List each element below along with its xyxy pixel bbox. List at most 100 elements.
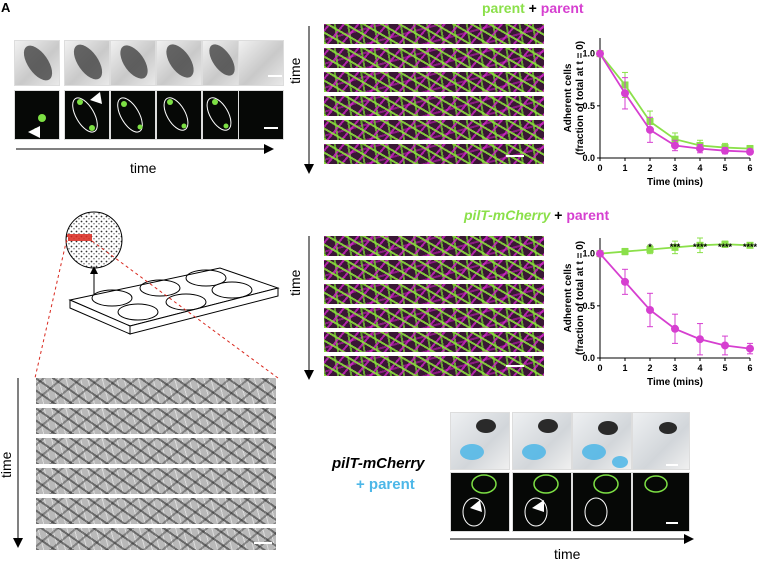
y-axis-label: Adherent cells <box>563 63 574 132</box>
fluorescence-tile-1 <box>14 90 60 140</box>
bottom-time-arrow <box>450 534 694 544</box>
top-strip-1 <box>324 24 544 44</box>
fluorescence-tile-4 <box>156 90 202 140</box>
mid-strip-3 <box>324 284 544 304</box>
well-plate-schematic <box>34 211 280 379</box>
top-scale-bar <box>506 155 524 157</box>
phase-strip-4 <box>36 468 276 494</box>
data-point <box>746 147 754 156</box>
data-point <box>646 245 654 253</box>
data-point <box>596 249 604 258</box>
significance-label: **** <box>718 242 733 252</box>
mid-strip-5 <box>324 332 544 352</box>
top-strip-3 <box>324 72 544 92</box>
data-point <box>621 248 629 256</box>
x-tick-label: 3 <box>672 163 677 173</box>
fluorescence-tile-6 <box>238 90 284 140</box>
y-tick-label: 1.0 <box>582 49 595 59</box>
data-point <box>621 89 629 98</box>
data-point <box>721 240 729 248</box>
significance-label: *** <box>670 242 681 252</box>
phase-strip-3 <box>36 438 276 464</box>
significance-label: * <box>648 242 652 252</box>
top-strip-5 <box>324 120 544 140</box>
phase-scale-bar <box>254 542 272 544</box>
phase-strip-6 <box>36 528 276 550</box>
x-tick-label: 6 <box>747 163 752 173</box>
top-adhesion-chart: 0.0 0.5 1.0 0 1 2 3 4 5 6 Time (mins) Adherent cell… <box>563 38 754 188</box>
data-point <box>646 306 654 314</box>
x-tick-label: 4 <box>697 163 702 173</box>
x-tick-label: 1 <box>622 163 627 173</box>
y-axis-label-sub: (fraction of total at t = 0) <box>575 241 586 355</box>
mid-strip-2 <box>324 260 544 280</box>
top-strip-time-label: time <box>287 57 303 84</box>
data-point <box>696 241 704 249</box>
data-point <box>646 125 654 134</box>
bottom-fluorescence-tile-4 <box>632 472 690 532</box>
x-tick-label: 5 <box>722 163 727 173</box>
panel-a-cell-overlay <box>23 44 282 138</box>
fluorescence-tile-3 <box>110 90 156 140</box>
data-point <box>696 144 704 153</box>
y-tick-label: 0.5 <box>582 301 595 311</box>
mid-title-a: pilT-mCherry <box>464 207 551 223</box>
mid-strip-6 <box>324 356 544 376</box>
y-axis-label: Adherent cells <box>563 263 574 332</box>
phase-strip-time-arrow <box>13 378 23 548</box>
mid-title-plus: + <box>550 207 567 223</box>
top-title-plus: + <box>524 0 541 16</box>
bottom-time-label: time <box>554 546 581 562</box>
data-point <box>746 344 754 353</box>
data-point <box>596 49 604 58</box>
panel-letter-a: A <box>1 0 11 15</box>
mid-adhesion-chart: 0.0 0.5 1.0 0 1 2 3 4 5 6 Time (mins) Adherent cell… <box>563 237 758 388</box>
phase-strip-5 <box>36 498 276 524</box>
significance-label: **** <box>743 242 758 252</box>
phase-strip-time-label: time <box>0 451 14 478</box>
bottom-cell-overlay <box>460 419 678 527</box>
data-point <box>721 341 729 350</box>
x-tick-label: 1 <box>622 363 627 373</box>
mid-title-b: parent <box>566 207 610 223</box>
x-axis-label: Time (mins) <box>647 377 703 388</box>
data-point <box>671 135 679 143</box>
x-tick-label: 2 <box>647 163 652 173</box>
mid-scale-bar <box>506 365 524 367</box>
mid-strip-1 <box>324 236 544 256</box>
y-tick-label: 1.0 <box>582 249 595 259</box>
y-axis-label-sub: (fraction of total at t = 0) <box>575 41 586 155</box>
top-title-b: parent <box>540 0 584 16</box>
phase-strip-2 <box>36 408 276 434</box>
y-tick-label: 0.0 <box>582 153 595 163</box>
mid-strip-time-arrow <box>304 236 314 380</box>
significance-label: **** <box>693 242 708 252</box>
bottom-parent-label: + parent <box>356 476 415 493</box>
data-point <box>746 241 754 249</box>
mid-strip-4 <box>324 308 544 328</box>
y-tick-label: 0.0 <box>582 353 595 363</box>
bottom-strain-label: pilT-mCherry <box>332 455 425 472</box>
phase-strip-1 <box>36 378 276 404</box>
x-tick-label: 2 <box>647 363 652 373</box>
x-tick-label: 4 <box>697 363 702 373</box>
x-tick-label: 0 <box>597 363 602 373</box>
data-point <box>721 146 729 155</box>
panel-a-time-arrow <box>16 144 274 154</box>
brightfield-tile-1 <box>14 40 60 86</box>
top-title-a: parent <box>482 0 525 16</box>
data-point <box>621 277 629 286</box>
x-tick-label: 3 <box>672 363 677 373</box>
data-point <box>696 335 704 344</box>
x-axis-label: Time (mins) <box>647 177 703 188</box>
panel-a-time-label: time <box>130 160 157 176</box>
data-point <box>671 141 679 150</box>
top-strip-4 <box>324 96 544 116</box>
mid-condition-title: pilT-mCherry + parent <box>464 207 609 223</box>
bottom-parent-text: + parent <box>356 476 415 493</box>
x-tick-label: 6 <box>747 363 752 373</box>
data-point <box>671 324 679 333</box>
fluorescence-tile-2 <box>64 90 110 140</box>
bottom-brightfield-tile-4 <box>632 412 690 470</box>
x-tick-label: 0 <box>597 163 602 173</box>
